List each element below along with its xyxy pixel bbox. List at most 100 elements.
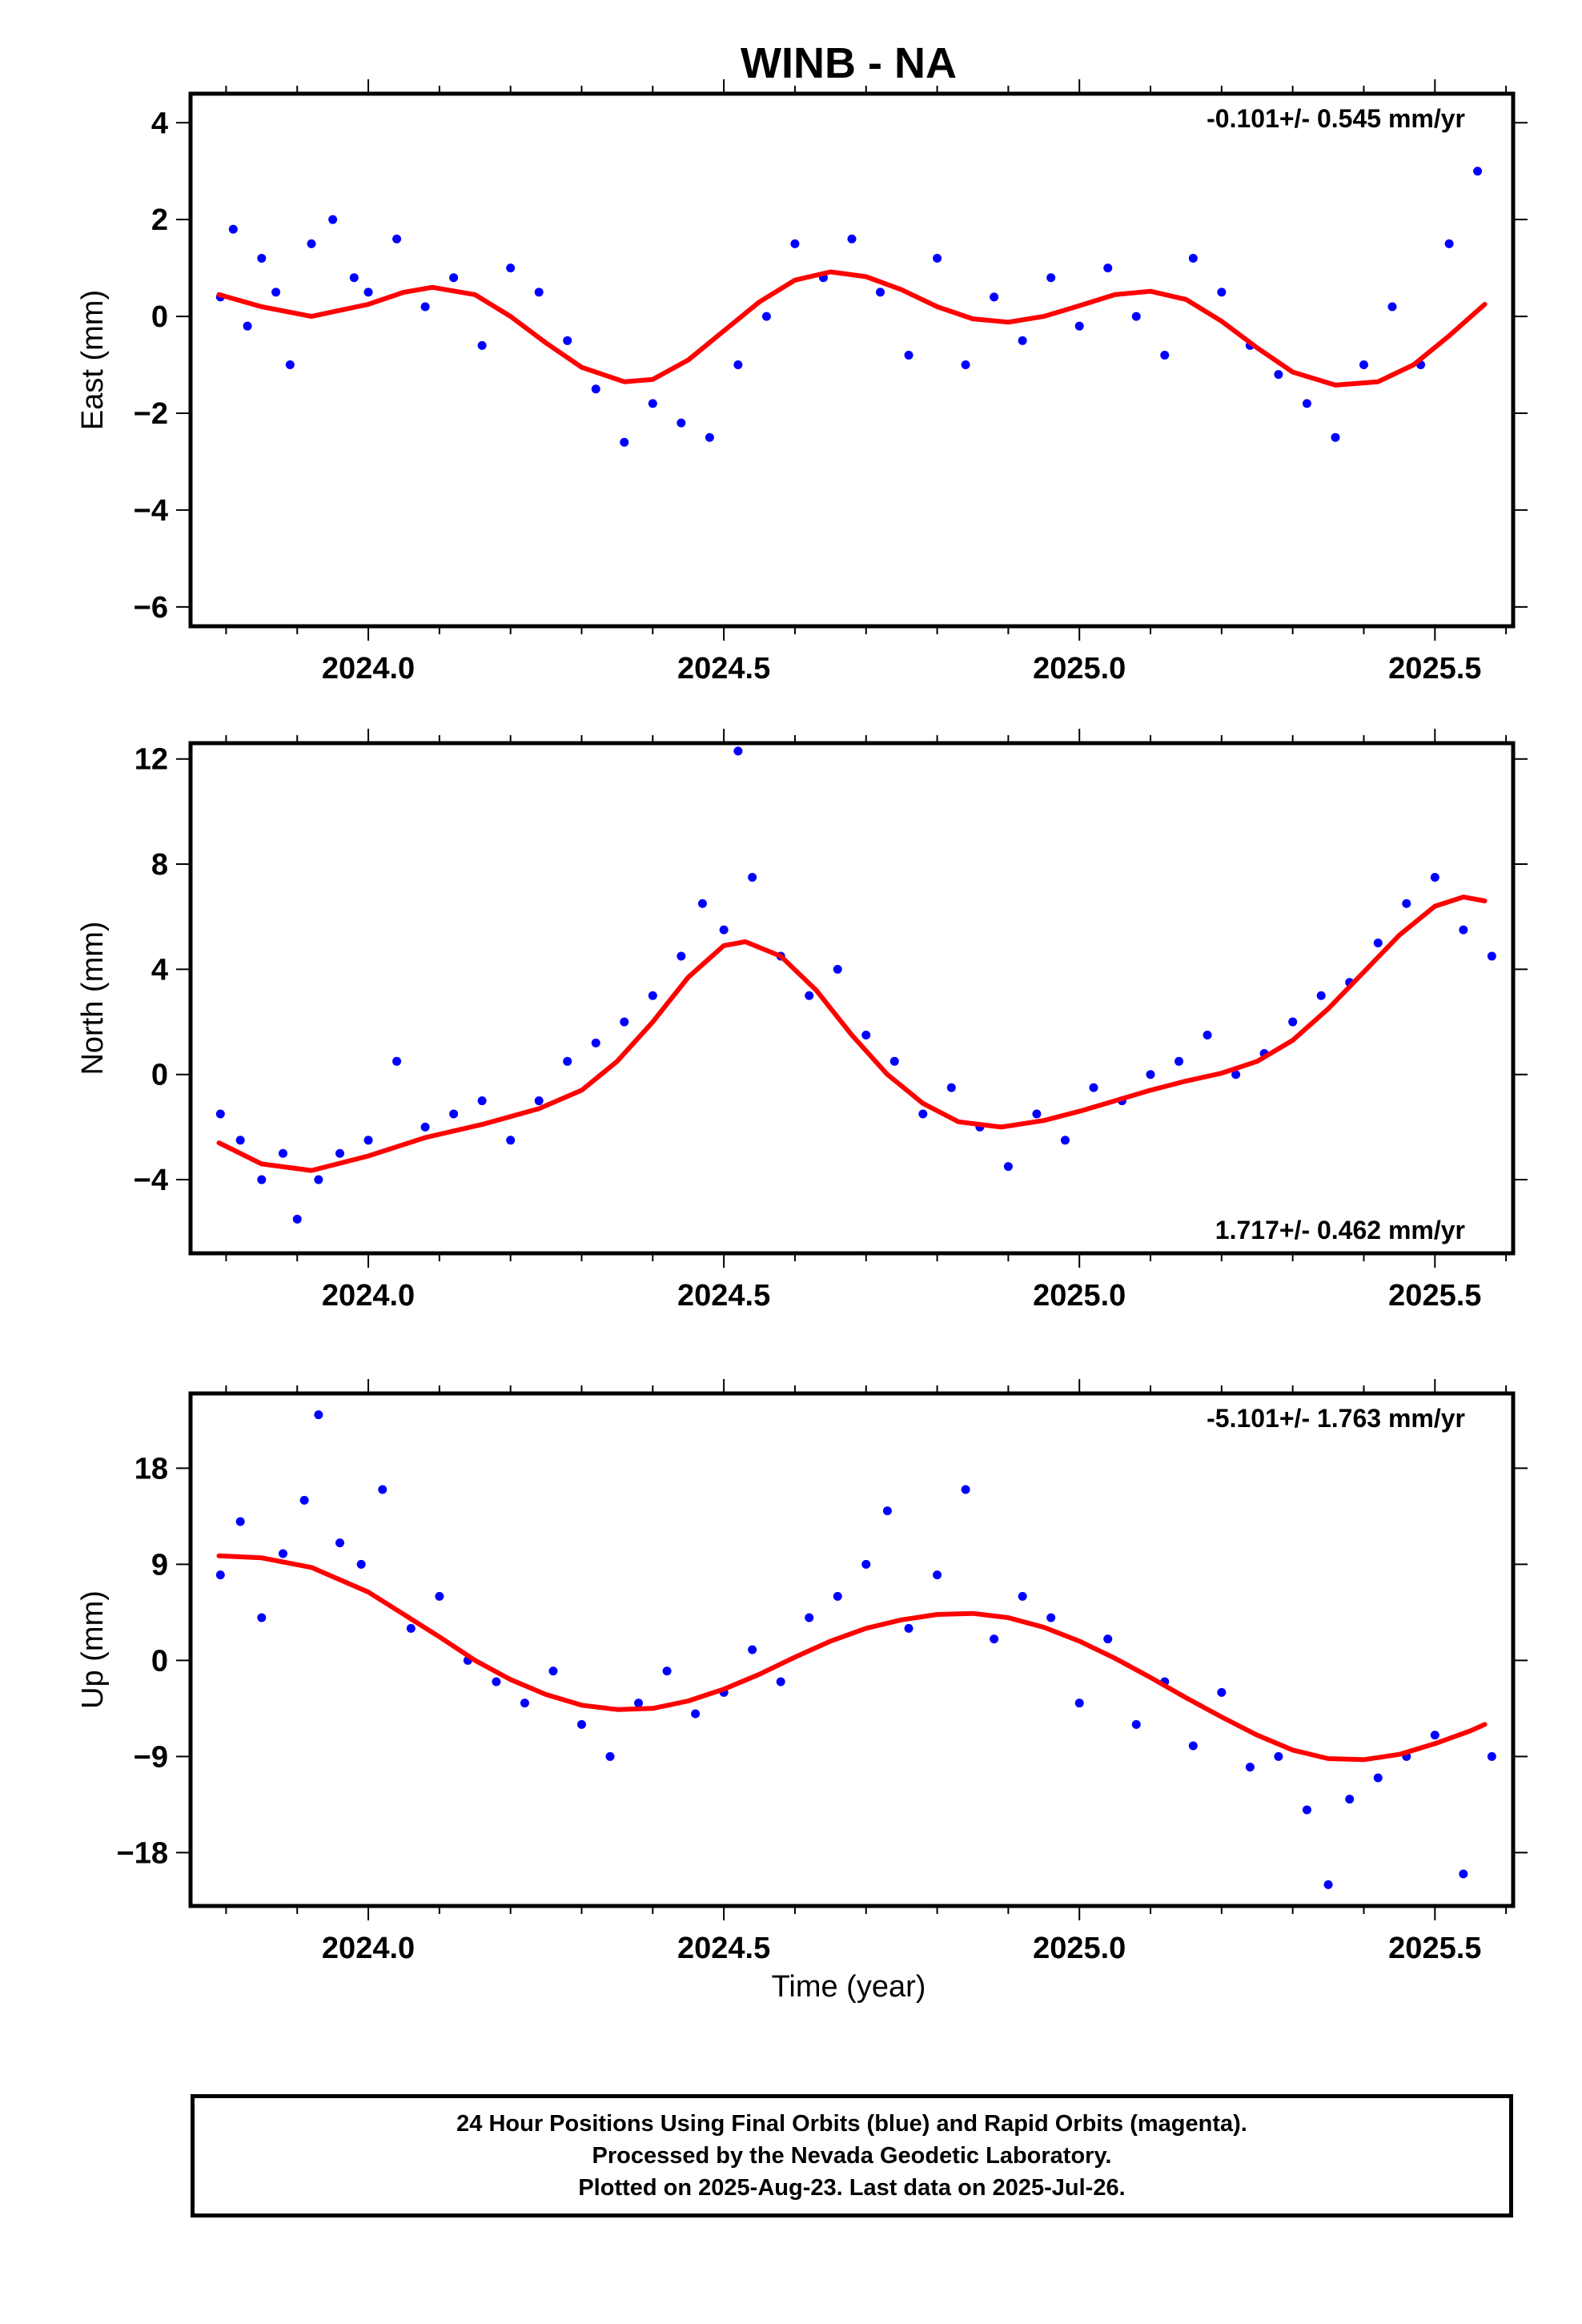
up-data-point xyxy=(1046,1613,1056,1622)
north-y-tick-label: −4 xyxy=(134,1164,168,1197)
north-data-point xyxy=(449,1109,459,1119)
up-y-tick-label: 9 xyxy=(151,1548,168,1582)
east-data-point xyxy=(761,312,771,321)
north-data-point xyxy=(1089,1083,1098,1092)
north-data-point xyxy=(292,1214,302,1224)
north-data-point xyxy=(363,1136,373,1145)
north-data-point xyxy=(833,964,842,974)
east-data-point xyxy=(876,287,885,297)
up-fit-curve xyxy=(216,1553,1488,1763)
up-data-point xyxy=(662,1667,672,1676)
east-data-point xyxy=(1046,273,1056,283)
up-data-point xyxy=(776,1677,785,1687)
up-plot-frame xyxy=(188,1391,1516,1908)
east-data-point xyxy=(257,254,267,263)
east-data-point xyxy=(591,384,600,394)
up-data-point xyxy=(933,1570,942,1580)
north-data-point xyxy=(335,1148,345,1158)
up-data-point xyxy=(904,1623,913,1633)
east-data-point xyxy=(1074,321,1084,331)
north-data-point xyxy=(677,951,686,961)
footer-line-3: Plotted on 2025-Aug-23. Last data on 202… xyxy=(578,2175,1126,2201)
east-data-point xyxy=(349,273,359,283)
east-y-tick-label: −2 xyxy=(134,397,168,431)
up-data-point xyxy=(833,1591,842,1601)
north-data-point xyxy=(235,1136,245,1145)
up-data-point xyxy=(1345,1795,1355,1804)
east-data-point xyxy=(620,437,629,447)
north-data-point xyxy=(946,1083,956,1092)
footer-line-1: 24 Hour Positions Using Final Orbits (bl… xyxy=(456,2111,1247,2137)
north-data-point xyxy=(563,1056,572,1066)
up-data-point xyxy=(1074,1699,1084,1708)
east-data-point xyxy=(733,360,743,370)
east-data-point xyxy=(961,360,970,370)
east-data-point xyxy=(228,224,238,234)
east-data-point xyxy=(1103,263,1113,273)
north-data-point xyxy=(748,872,757,882)
east-data-point xyxy=(271,287,281,297)
east-data-point xyxy=(1387,302,1397,312)
east-data-point xyxy=(904,350,913,360)
up-data-point xyxy=(882,1506,892,1516)
up-data-point xyxy=(314,1410,323,1420)
x-axis-label: Time (year) xyxy=(772,1970,926,2004)
east-data-point xyxy=(243,321,252,331)
north-data-point xyxy=(719,925,729,935)
north-y-tick-label: 8 xyxy=(151,848,168,882)
up-x-tick-label: 2024.0 xyxy=(322,1932,415,1965)
up-data-point xyxy=(1459,1869,1468,1879)
north-data-point xyxy=(697,899,707,908)
east-data-point xyxy=(847,234,857,243)
up-data-point xyxy=(1302,1805,1311,1815)
north-x-tick-label: 2025.5 xyxy=(1388,1279,1481,1313)
up-data-point xyxy=(215,1570,225,1580)
east-y-tick-label: −6 xyxy=(134,591,168,625)
up-data-point xyxy=(576,1719,586,1729)
north-data-point xyxy=(1459,925,1468,935)
east-data-point xyxy=(307,239,316,248)
north-rate-label: 1.717+/- 0.462 mm/yr xyxy=(1215,1216,1465,1244)
up-y-tick-label: 18 xyxy=(135,1452,168,1486)
up-data-point xyxy=(748,1645,757,1655)
north-data-point xyxy=(1032,1109,1042,1119)
east-data-point xyxy=(1274,370,1283,380)
up-x-tick-label: 2025.5 xyxy=(1388,1932,1481,1965)
north-data-point xyxy=(278,1148,287,1158)
east-data-point xyxy=(990,292,999,302)
up-data-point xyxy=(548,1667,558,1676)
east-x-tick-label: 2024.0 xyxy=(322,652,415,686)
up-data-point xyxy=(605,1751,615,1761)
north-data-point xyxy=(620,1017,629,1027)
up-x-tick-label: 2025.0 xyxy=(1033,1932,1126,1965)
up-y-tick-label: 0 xyxy=(151,1644,168,1678)
up-data-point xyxy=(278,1549,287,1558)
east-data-point xyxy=(328,215,338,224)
east-data-point xyxy=(477,340,487,350)
up-panel: 2024.0 2024.5 2025.0 2025.5 18 9 0 −9 −18 Up (mm)… xyxy=(76,1379,1528,1965)
up-data-point xyxy=(961,1485,970,1494)
east-data-point xyxy=(1473,167,1483,176)
north-data-point xyxy=(591,1038,600,1047)
east-rate-label: -0.101+/- 0.545 mm/yr xyxy=(1207,104,1465,133)
east-data-point xyxy=(677,418,686,428)
north-data-point xyxy=(1316,991,1326,1000)
east-fit-curve xyxy=(216,269,1488,388)
up-data-point xyxy=(299,1495,309,1505)
up-data-point xyxy=(1373,1773,1383,1783)
up-y-tick-label: −9 xyxy=(134,1740,168,1774)
up-data-point xyxy=(335,1538,345,1548)
up-data-point xyxy=(1274,1751,1283,1761)
east-data-point xyxy=(392,234,402,243)
north-y-axis-label: North (mm) xyxy=(76,921,110,1075)
north-data-point xyxy=(1146,1070,1155,1080)
up-data-point xyxy=(1188,1741,1198,1751)
up-data-point xyxy=(235,1517,245,1526)
up-data-point xyxy=(805,1613,814,1622)
north-data-point xyxy=(918,1109,928,1119)
up-data-point xyxy=(1217,1687,1227,1697)
up-data-point xyxy=(492,1677,501,1687)
east-x-tick-label: 2025.0 xyxy=(1033,652,1126,686)
north-fit-curve xyxy=(216,895,1488,1173)
